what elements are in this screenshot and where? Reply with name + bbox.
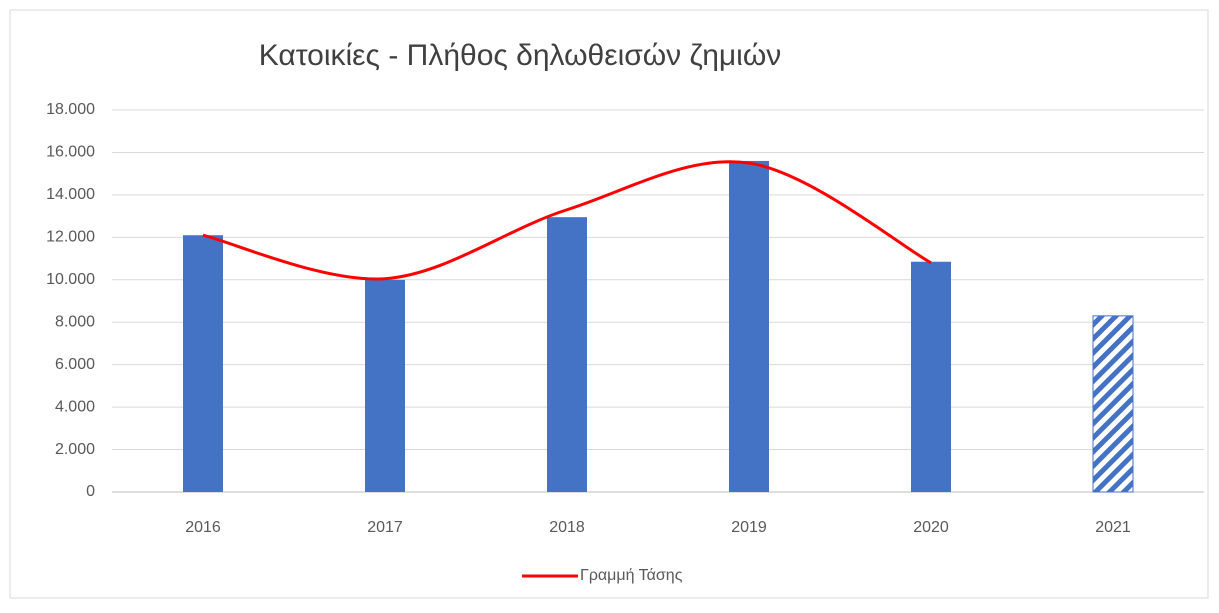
y-tick-label: 2.000 [55, 441, 95, 458]
bar [365, 279, 405, 492]
x-tick-label: 2018 [549, 519, 585, 536]
y-tick-label: 18.000 [46, 101, 95, 118]
bar [729, 160, 769, 492]
y-tick-label: 16.000 [46, 144, 95, 161]
y-tick-label: 0 [86, 483, 95, 500]
x-tick-label: 2016 [185, 519, 221, 536]
bar [547, 217, 587, 492]
bar [911, 261, 951, 492]
x-tick-label: 2019 [731, 519, 767, 536]
y-tick-label: 12.000 [46, 229, 95, 246]
y-tick-label: 14.000 [46, 186, 95, 203]
bar [183, 235, 223, 492]
trend-line [202, 160, 932, 281]
x-tick-label: 2017 [367, 519, 403, 536]
y-tick-label: 4.000 [55, 398, 95, 415]
x-tick-label: 2021 [1095, 519, 1131, 536]
x-tick-label: 2020 [913, 519, 949, 536]
bar [1092, 315, 1134, 493]
y-tick-label: 10.000 [46, 271, 95, 288]
y-tick-label: 8.000 [55, 313, 95, 330]
y-tick-label: 6.000 [55, 356, 95, 373]
chart-title: Κατοικίες - Πλήθος δηλωθεισών ζημιών [259, 39, 782, 72]
legend-label: Γραμμή Τάσης [580, 567, 683, 584]
